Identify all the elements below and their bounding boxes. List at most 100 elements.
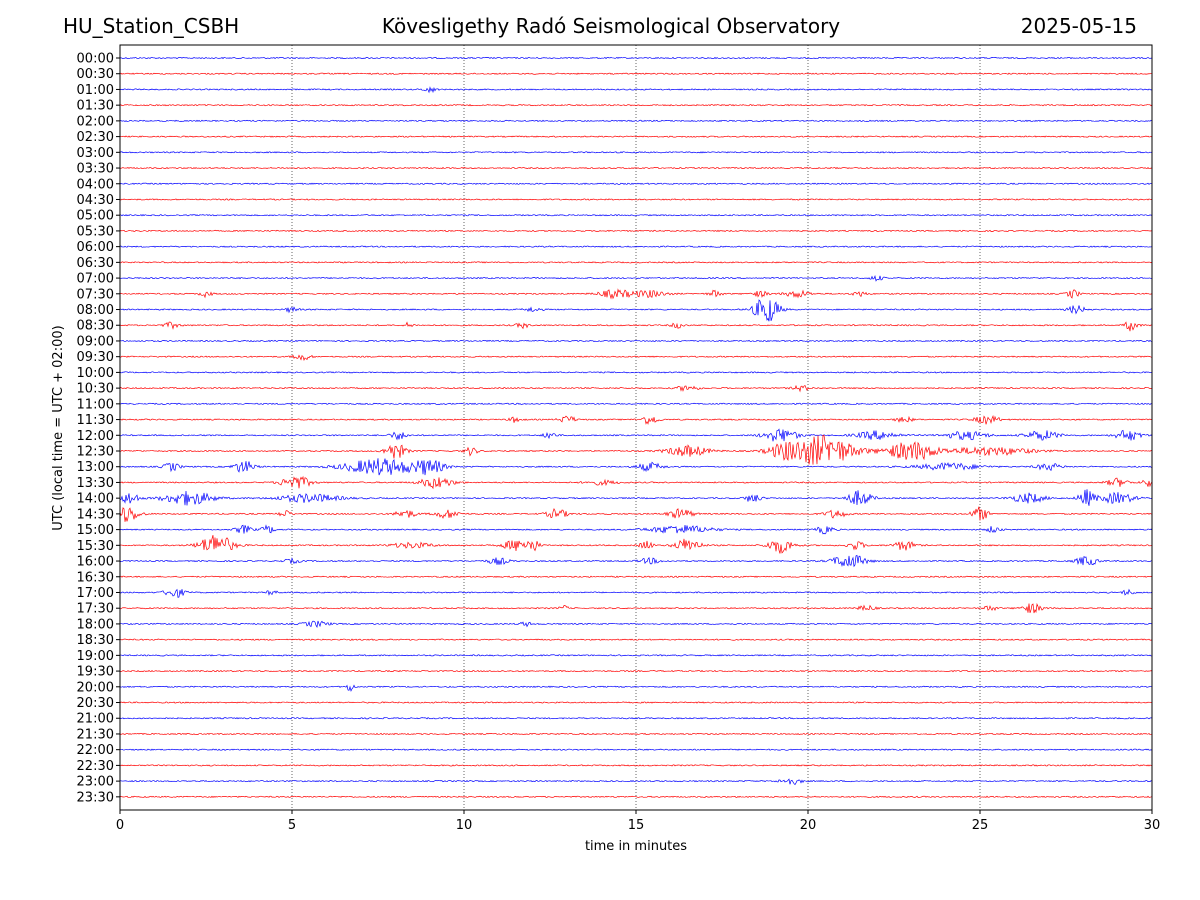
y-tick-label: 20:30 bbox=[77, 696, 114, 711]
trace-2230 bbox=[119, 764, 1153, 767]
x-tick-label: 10 bbox=[456, 818, 473, 833]
trace-0930 bbox=[119, 354, 1153, 361]
y-tick-label: 03:00 bbox=[77, 146, 114, 161]
x-tick-label: 15 bbox=[628, 818, 645, 833]
x-tick-label: 5 bbox=[288, 818, 296, 833]
y-tick-label: 19:30 bbox=[77, 665, 114, 680]
trace-1430 bbox=[119, 506, 1153, 522]
y-tick-label: 16:30 bbox=[77, 570, 114, 585]
y-tick-label: 11:00 bbox=[77, 397, 114, 412]
x-tick-label: 30 bbox=[1144, 818, 1161, 833]
y-tick-label: 04:00 bbox=[77, 177, 114, 192]
trace-1800 bbox=[119, 620, 1153, 628]
y-tick-label: 06:30 bbox=[77, 256, 114, 271]
y-tick-label: 09:00 bbox=[77, 334, 114, 349]
y-tick-label: 20:00 bbox=[77, 680, 114, 695]
trace-0100 bbox=[119, 86, 1153, 94]
trace-1730 bbox=[119, 602, 1153, 614]
y-tick-label: 02:00 bbox=[77, 114, 114, 129]
trace-1900 bbox=[119, 654, 1153, 657]
x-tick-label: 20 bbox=[800, 818, 817, 833]
trace-0700 bbox=[119, 275, 1153, 282]
y-tick-label: 05:00 bbox=[77, 209, 114, 224]
y-tick-label: 14:00 bbox=[77, 492, 114, 507]
y-tick-label: 18:00 bbox=[77, 617, 114, 632]
y-tick-label: 04:30 bbox=[77, 193, 114, 208]
y-tick-label: 15:00 bbox=[77, 523, 114, 538]
trace-2330 bbox=[119, 795, 1153, 798]
trace-0200 bbox=[119, 119, 1153, 123]
trace-1600 bbox=[119, 554, 1153, 568]
trace-0430 bbox=[119, 198, 1153, 201]
trace-1930 bbox=[119, 669, 1153, 673]
y-tick-label: 14:30 bbox=[77, 507, 114, 522]
grid-lines bbox=[291, 45, 981, 810]
trace-0300 bbox=[119, 151, 1153, 154]
chart-date: 2025-05-15 bbox=[1020, 14, 1137, 38]
y-tick-label: 19:00 bbox=[77, 649, 114, 664]
trace-0500 bbox=[119, 214, 1153, 217]
y-tick-label: 23:00 bbox=[77, 775, 114, 790]
trace-1530 bbox=[119, 534, 1153, 554]
trace-0030 bbox=[119, 72, 1153, 75]
trace-1200 bbox=[119, 428, 1153, 442]
x-axis-ticks: 0 5 10 15 20 25 30 bbox=[116, 810, 1160, 833]
y-tick-label: 01:00 bbox=[77, 83, 114, 98]
y-tick-label: 17:30 bbox=[77, 602, 114, 617]
y-tick-label: 22:30 bbox=[77, 759, 114, 774]
trace-0530 bbox=[119, 229, 1153, 233]
trace-0230 bbox=[119, 135, 1153, 138]
trace-2030 bbox=[119, 701, 1153, 704]
trace-2100 bbox=[119, 717, 1153, 720]
y-tick-label: 09:30 bbox=[77, 350, 114, 365]
trace-0800 bbox=[119, 299, 1153, 322]
trace-1000 bbox=[119, 371, 1153, 374]
trace-2300 bbox=[119, 778, 1153, 786]
station-name: HU_Station_CSBH bbox=[63, 14, 240, 38]
y-tick-label: 23:30 bbox=[77, 790, 114, 805]
y-tick-label: 21:30 bbox=[77, 727, 114, 742]
trace-1500 bbox=[119, 524, 1153, 535]
trace-2200 bbox=[119, 748, 1153, 751]
y-tick-label: 00:00 bbox=[77, 52, 114, 67]
y-tick-label: 12:30 bbox=[77, 445, 114, 460]
trace-1230 bbox=[119, 434, 1153, 465]
y-tick-label: 13:00 bbox=[77, 460, 114, 475]
trace-1700 bbox=[119, 588, 1153, 598]
y-tick-label: 21:00 bbox=[77, 712, 114, 727]
y-tick-label: 10:30 bbox=[77, 382, 114, 397]
y-tick-label: 10:00 bbox=[77, 366, 114, 381]
trace-1400 bbox=[119, 489, 1153, 506]
trace-1630 bbox=[119, 575, 1153, 578]
trace-1330 bbox=[119, 475, 1153, 490]
chart-title: Kövesligethy Radó Seismological Observat… bbox=[381, 14, 841, 38]
y-tick-label: 12:00 bbox=[77, 429, 114, 444]
y-tick-label: 05:30 bbox=[77, 224, 114, 239]
y-tick-label: 03:30 bbox=[77, 162, 114, 177]
trace-1130 bbox=[119, 415, 1153, 425]
y-tick-label: 16:00 bbox=[77, 555, 114, 570]
y-tick-label: 22:00 bbox=[77, 743, 114, 758]
trace-2000 bbox=[119, 684, 1153, 692]
seismogram-traces bbox=[119, 56, 1153, 798]
trace-1300 bbox=[119, 458, 1153, 476]
y-tick-label: 15:30 bbox=[77, 539, 114, 554]
x-tick-label: 25 bbox=[972, 818, 989, 833]
y-tick-label: 11:30 bbox=[77, 413, 114, 428]
trace-0730 bbox=[119, 288, 1153, 300]
trace-0900 bbox=[119, 339, 1153, 343]
y-tick-label: 08:00 bbox=[77, 303, 114, 318]
y-tick-label: 18:30 bbox=[77, 633, 114, 648]
trace-0330 bbox=[119, 166, 1153, 170]
trace-0400 bbox=[119, 182, 1153, 185]
y-tick-label: 07:00 bbox=[77, 272, 114, 287]
y-tick-label: 02:30 bbox=[77, 130, 114, 145]
y-tick-label: 01:30 bbox=[77, 99, 114, 114]
y-tick-label: 13:30 bbox=[77, 476, 114, 491]
trace-2130 bbox=[119, 732, 1153, 736]
trace-0630 bbox=[119, 261, 1153, 264]
trace-1100 bbox=[119, 402, 1153, 405]
trace-0000 bbox=[119, 56, 1153, 60]
trace-0600 bbox=[119, 245, 1153, 248]
